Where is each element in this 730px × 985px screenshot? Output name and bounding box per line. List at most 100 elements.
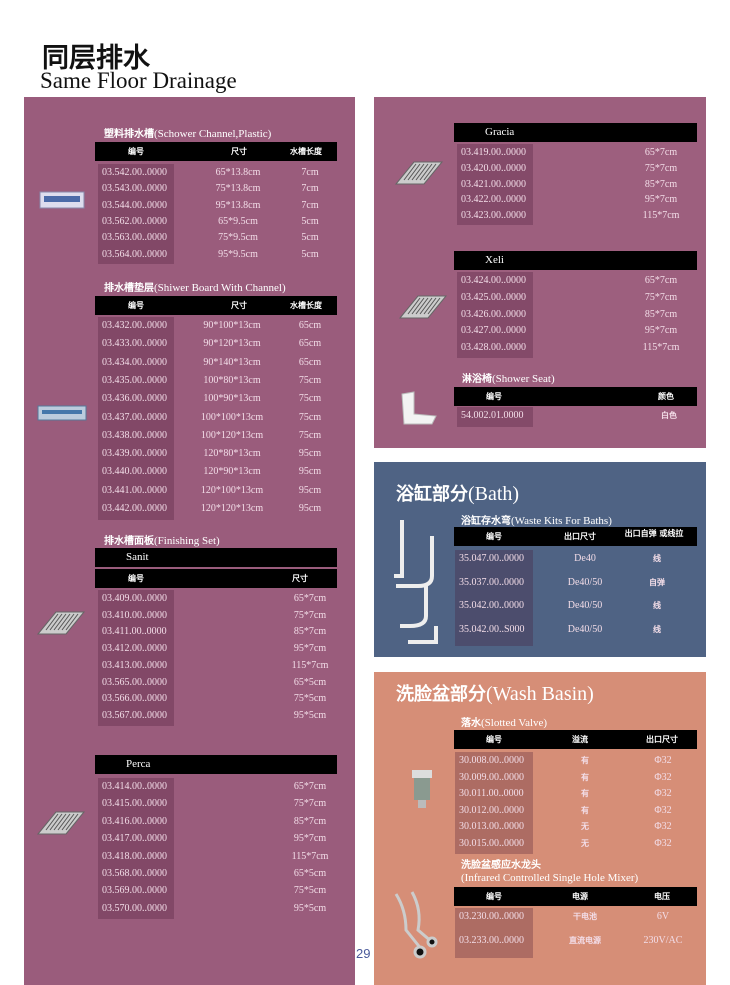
- title-en: (Waste Kits For Baths): [511, 515, 612, 527]
- cell: 95*7cm: [293, 833, 327, 845]
- cell: 95cm: [298, 466, 322, 478]
- cell: 35.042.00..S000: [459, 623, 525, 635]
- cell: 白色: [661, 411, 677, 420]
- page-title-cn: 同层排水: [42, 43, 150, 74]
- cell: 03.427.00..0000: [461, 325, 526, 337]
- cell: 85*7cm: [644, 178, 678, 190]
- title-en: (Wash Basin): [486, 683, 594, 705]
- shower-seat-image: [396, 390, 440, 431]
- cell: 03.434.00..0000: [102, 356, 167, 368]
- board_channel-code-column: [98, 317, 174, 521]
- cell: 75*5cm: [293, 693, 327, 705]
- cell: 95cm: [298, 503, 322, 514]
- cell: 03.440.00..0000: [102, 466, 167, 478]
- plastic_channel-header: 编号 尺寸 水槽长度: [95, 142, 337, 161]
- cell: 有: [581, 805, 589, 815]
- bath-panel: [374, 462, 706, 657]
- cell: 03.435.00..0000: [102, 374, 167, 386]
- cell: 03.564.00..0000: [102, 248, 167, 260]
- cell: 75cm: [298, 374, 322, 386]
- cell: 100*100*13cm: [200, 411, 264, 423]
- cell: 35.042.00..0000: [459, 600, 524, 611]
- cell: 120*90*13cm: [203, 466, 261, 478]
- cell: 5cm: [301, 248, 319, 260]
- cell: 115*7cm: [291, 659, 329, 671]
- column-header: 尺寸: [292, 574, 308, 583]
- finishing_sanit-code-column: [98, 590, 174, 726]
- cell: 03.230.00..0000: [459, 911, 524, 922]
- bath_waste-title: 浴缸部分(Bath): [396, 480, 519, 506]
- shower_seat-header: 编号 颜色: [454, 387, 697, 406]
- cell: 03.433.00..0000: [102, 338, 167, 350]
- cell: 03.413.00..0000: [102, 659, 167, 671]
- column-header: 出口尺寸: [646, 735, 678, 744]
- cell: 03.566.00..0000: [102, 693, 167, 705]
- cell: 95*5cm: [293, 902, 327, 914]
- cell: 无: [581, 822, 589, 832]
- cell: 03.417.00..0000: [102, 833, 167, 845]
- title-cn: 洗脸盆感应水龙头: [461, 860, 541, 871]
- cell: 120*120*13cm: [200, 503, 264, 514]
- cell: 03.419.00..0000: [461, 147, 526, 158]
- infrared-mixer-title: 洗脸盆感应水龙头 (Infrared Controlled Single Hole…: [461, 860, 638, 884]
- cell: 线: [653, 624, 661, 634]
- title-en: (Shower Seat): [492, 373, 555, 385]
- column-header: 编号: [486, 532, 502, 541]
- cell: 85*7cm: [293, 626, 327, 638]
- cell: 30.009.00..0000: [459, 771, 524, 783]
- cell: 5cm: [301, 215, 319, 227]
- cell: De40/50: [567, 600, 603, 611]
- cell: 6V: [656, 911, 670, 922]
- waste-kit-image: [388, 516, 448, 651]
- title-cn: 浴缸存水弯: [461, 516, 511, 527]
- cell: 120*100*13cm: [200, 484, 264, 496]
- cell: 90*120*13cm: [203, 338, 261, 350]
- cell: 95*5cm: [293, 709, 327, 721]
- column-header: 电源: [572, 892, 588, 901]
- column-header: 出口自弹 或线拉: [624, 529, 684, 538]
- series-name: Xeli: [485, 254, 504, 266]
- cell: 75*5cm: [293, 885, 327, 897]
- board_channel-header: 编号 尺寸 水槽长度: [95, 296, 337, 315]
- cell: 115*7cm: [291, 850, 329, 862]
- cell: 03.410.00..0000: [102, 609, 167, 621]
- cell: 90*140*13cm: [203, 356, 261, 368]
- title-cn: 塑料排水槽: [104, 129, 154, 140]
- cell: Φ32: [654, 771, 672, 783]
- finishing_sanit-bar: Sanit: [95, 548, 337, 567]
- column-header: 编号: [486, 735, 502, 744]
- cell: 100*80*13cm: [203, 374, 261, 386]
- cell: 95*7cm: [644, 325, 678, 337]
- cell: 03.415.00..0000: [102, 798, 167, 810]
- cell: 65*7cm: [293, 593, 327, 604]
- cell: 03.432.00..0000: [102, 320, 167, 331]
- column-header: 编号: [128, 301, 144, 310]
- title-cn: 排水槽垫层: [104, 283, 154, 294]
- cell: 35.047.00..0000: [459, 553, 524, 564]
- infrared_mixer-code-column: [455, 908, 533, 958]
- slotted_valve-header: 编号 溢流 出口尺寸: [454, 730, 697, 749]
- cell: 100*120*13cm: [200, 429, 264, 441]
- cell: 90*100*13cm: [203, 320, 261, 331]
- column-header: 编号: [486, 892, 502, 901]
- cell: 30.013.00..0000: [459, 821, 524, 833]
- cell: 75*7cm: [293, 798, 327, 810]
- column-header: 颜色: [658, 392, 674, 401]
- cell: 7cm: [301, 199, 319, 211]
- cell: 03.420.00..0000: [461, 162, 526, 174]
- series-name: Perca: [126, 758, 151, 770]
- bath_waste-header: 编号 出口尺寸 出口自弹 或线拉: [454, 527, 697, 546]
- cell: 干电池: [573, 912, 597, 921]
- cell: 自弹: [649, 577, 665, 587]
- cell: 85*7cm: [644, 308, 678, 320]
- column-header: 编号: [128, 147, 144, 156]
- title-en: (Schower Channel,Plastic): [154, 128, 272, 140]
- cell: 03.411.00..0000: [102, 626, 167, 638]
- cell: 100*90*13cm: [203, 393, 261, 405]
- xeli-bar: Xeli: [454, 251, 697, 270]
- cell: Φ32: [654, 788, 672, 800]
- cell: 95*13.8cm: [215, 199, 261, 211]
- slotted_valve-title: 洗脸盆部分(Wash Basin): [396, 680, 594, 706]
- cell: 有: [581, 756, 589, 765]
- slotted_valve-title: 落水(Slotted Valve): [461, 714, 547, 729]
